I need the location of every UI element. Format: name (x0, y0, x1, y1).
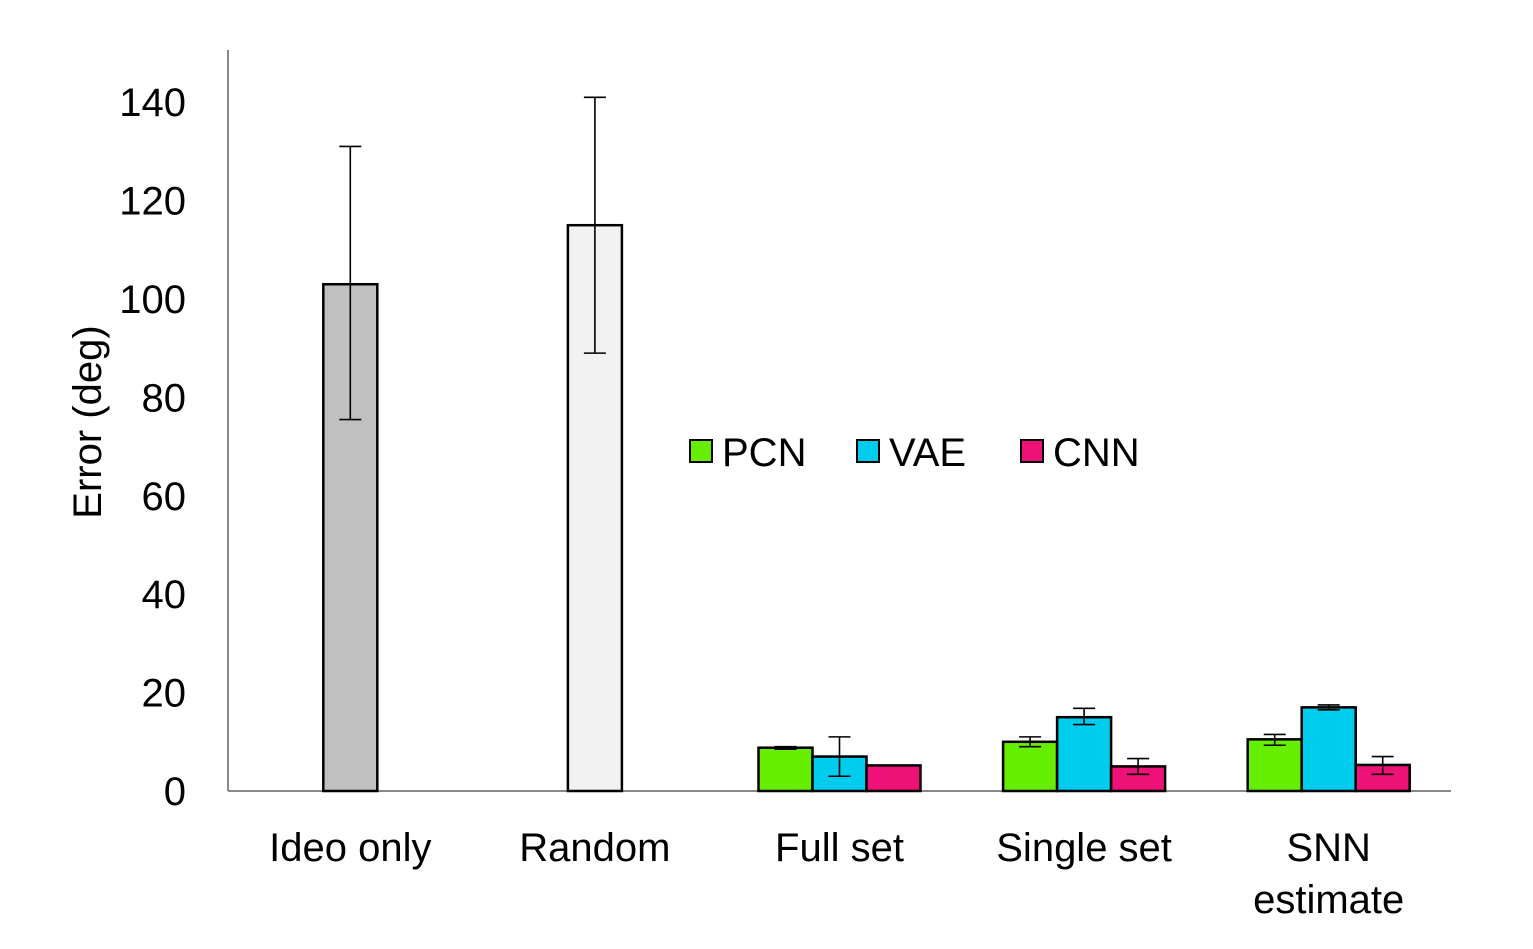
bars (322, 223, 1411, 793)
legend-item-cnn: CNN (1020, 431, 1140, 475)
error-bar (1317, 704, 1340, 711)
error-bar (583, 96, 606, 354)
legend: PCN VAE CNN (689, 431, 1140, 475)
bar-pcn-3 (1001, 740, 1059, 793)
y-tick-labels: 0 20 40 60 80 100 120 140 (119, 81, 186, 814)
legend-item-vae: VAE (856, 431, 966, 475)
error-bar (1019, 736, 1042, 748)
legend-label: VAE (889, 431, 966, 475)
y-tick-label: 0 (164, 770, 186, 814)
bar-vae-4 (1300, 706, 1357, 793)
error-bar (339, 145, 362, 421)
y-axis-title: Error (deg) (66, 325, 110, 518)
category-label: SNN estimate (1253, 826, 1404, 922)
y-tick-label: 20 (142, 672, 187, 716)
category-label: Single set (996, 826, 1172, 870)
legend-label: CNN (1053, 431, 1140, 475)
legend-swatch (689, 439, 713, 463)
y-tick-label: 80 (142, 376, 187, 420)
bar-cnn-2 (865, 764, 922, 793)
error-bar (1073, 707, 1096, 726)
error-bar (1371, 755, 1394, 776)
legend-swatch (856, 439, 880, 463)
error-bars (339, 96, 1394, 778)
y-tick-label: 120 (119, 180, 186, 224)
y-tick-label: 60 (142, 475, 187, 519)
y-tick-label: 100 (119, 278, 186, 322)
bar-pcn-4 (1246, 738, 1303, 793)
error-bar (828, 736, 851, 778)
bar-pcn-2 (757, 746, 814, 793)
category-label: Random (519, 826, 670, 870)
category-label: Ideo only (269, 826, 431, 870)
legend-swatch (1020, 439, 1044, 463)
y-tick-label: 40 (142, 573, 187, 617)
category-labels: Ideo only Random Full set Single set SNN esti… (269, 826, 1404, 922)
error-bar (1127, 757, 1150, 776)
category-label: Full set (775, 826, 904, 870)
legend-label: PCN (722, 431, 806, 475)
error-bar (774, 745, 797, 750)
y-tick-label: 140 (119, 81, 186, 125)
error-bar (1263, 733, 1286, 747)
bar-vae-3 (1055, 715, 1113, 793)
legend-item-pcn: PCN (689, 431, 806, 475)
